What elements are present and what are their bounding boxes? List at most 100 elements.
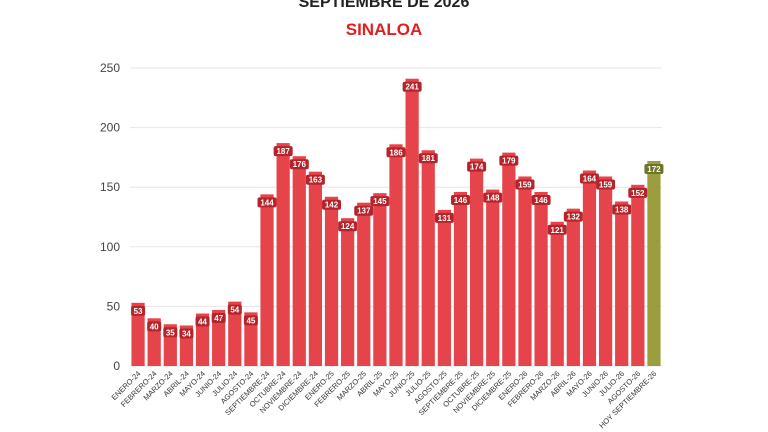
data-label-bg <box>612 204 632 215</box>
data-label: 163 <box>309 176 323 185</box>
bar <box>373 193 387 366</box>
bar <box>405 78 419 366</box>
bar <box>260 194 274 366</box>
bar <box>292 156 306 366</box>
data-label: 146 <box>534 196 548 205</box>
y-tick-label: 150 <box>100 180 120 194</box>
bar <box>437 209 451 366</box>
bar <box>469 158 484 366</box>
data-label-bg <box>483 192 503 203</box>
bar <box>244 312 258 366</box>
bar <box>357 202 371 366</box>
data-label: 138 <box>615 206 629 215</box>
data-label-bg <box>547 224 567 235</box>
y-tick-label: 0 <box>113 359 120 373</box>
data-label: 186 <box>389 148 403 157</box>
data-label: 187 <box>276 147 290 156</box>
data-label-bg <box>273 146 293 157</box>
y-tick-label: 100 <box>100 240 120 254</box>
data-label: 241 <box>405 83 419 92</box>
data-label-bg <box>243 315 258 326</box>
data-label-bg <box>418 153 438 164</box>
data-label: 47 <box>214 314 223 323</box>
data-label: 132 <box>567 213 581 222</box>
data-label: 53 <box>134 307 143 316</box>
bar <box>534 191 548 366</box>
y-tick-label: 50 <box>107 299 121 313</box>
y-tick-label: 200 <box>100 121 120 135</box>
data-label-bg <box>338 221 358 232</box>
data-label: 45 <box>246 316 255 325</box>
bar <box>453 191 468 366</box>
data-label: 146 <box>454 196 468 205</box>
bar <box>276 143 290 366</box>
data-label-bg <box>467 161 487 172</box>
data-label-bg <box>644 163 664 174</box>
chart-title: SEPTIEMBRE DE 2026 <box>298 0 470 11</box>
data-label: 54 <box>230 306 239 315</box>
bar <box>195 313 210 366</box>
bar <box>212 309 226 366</box>
data-label-bg <box>370 196 390 207</box>
data-label-bg <box>227 304 242 315</box>
data-label-bg <box>434 212 454 223</box>
bar <box>486 189 500 366</box>
data-label-bg <box>289 159 309 170</box>
data-label-bg <box>402 81 422 92</box>
bar <box>341 218 355 366</box>
bar <box>131 302 145 366</box>
bar <box>502 152 516 366</box>
data-label: 137 <box>357 207 371 216</box>
data-label: 148 <box>486 194 500 203</box>
data-label: 40 <box>150 322 159 331</box>
bar <box>324 196 339 366</box>
data-label: 34 <box>182 329 191 338</box>
data-label-bg <box>386 147 406 158</box>
data-label: 152 <box>631 189 645 198</box>
data-label-bg <box>257 197 277 208</box>
data-label: 131 <box>438 214 452 223</box>
bar <box>631 184 645 366</box>
y-tick-label: 250 <box>100 61 120 75</box>
data-label-bg <box>305 174 325 185</box>
bar <box>421 150 435 366</box>
data-label-bg <box>450 194 470 205</box>
data-label-bg <box>211 312 226 323</box>
data-label-bg <box>354 205 374 216</box>
bar <box>647 160 661 366</box>
data-label: 181 <box>422 154 436 163</box>
bar <box>518 176 532 366</box>
data-label-bg <box>596 179 616 190</box>
data-label-bg <box>579 173 599 184</box>
data-label-bg <box>131 305 146 316</box>
bar <box>228 301 242 366</box>
bar <box>582 170 597 366</box>
data-label-bg <box>147 321 162 332</box>
bar <box>550 221 564 366</box>
data-label-bg <box>531 194 551 205</box>
data-label: 179 <box>502 157 516 166</box>
chart-subtitle: SINALOA <box>345 20 423 39</box>
data-label: 159 <box>599 180 613 189</box>
data-label: 176 <box>293 160 307 169</box>
data-label: 174 <box>470 163 484 172</box>
data-label-bg <box>563 211 583 222</box>
data-label-bg <box>179 328 194 339</box>
data-label: 124 <box>341 222 355 231</box>
data-label-bg <box>499 155 519 166</box>
data-label: 44 <box>198 318 207 327</box>
bar <box>615 201 629 366</box>
data-label: 145 <box>373 197 387 206</box>
data-label: 172 <box>647 165 661 174</box>
data-label: 35 <box>166 328 175 337</box>
data-label-bg <box>163 327 178 338</box>
data-label-bg <box>515 179 535 190</box>
data-label: 144 <box>260 198 274 207</box>
data-label-bg <box>628 187 648 198</box>
data-label-bg <box>322 199 342 210</box>
bar <box>598 176 613 366</box>
data-label: 159 <box>518 180 532 189</box>
data-label: 121 <box>551 226 565 235</box>
bar <box>308 171 323 366</box>
